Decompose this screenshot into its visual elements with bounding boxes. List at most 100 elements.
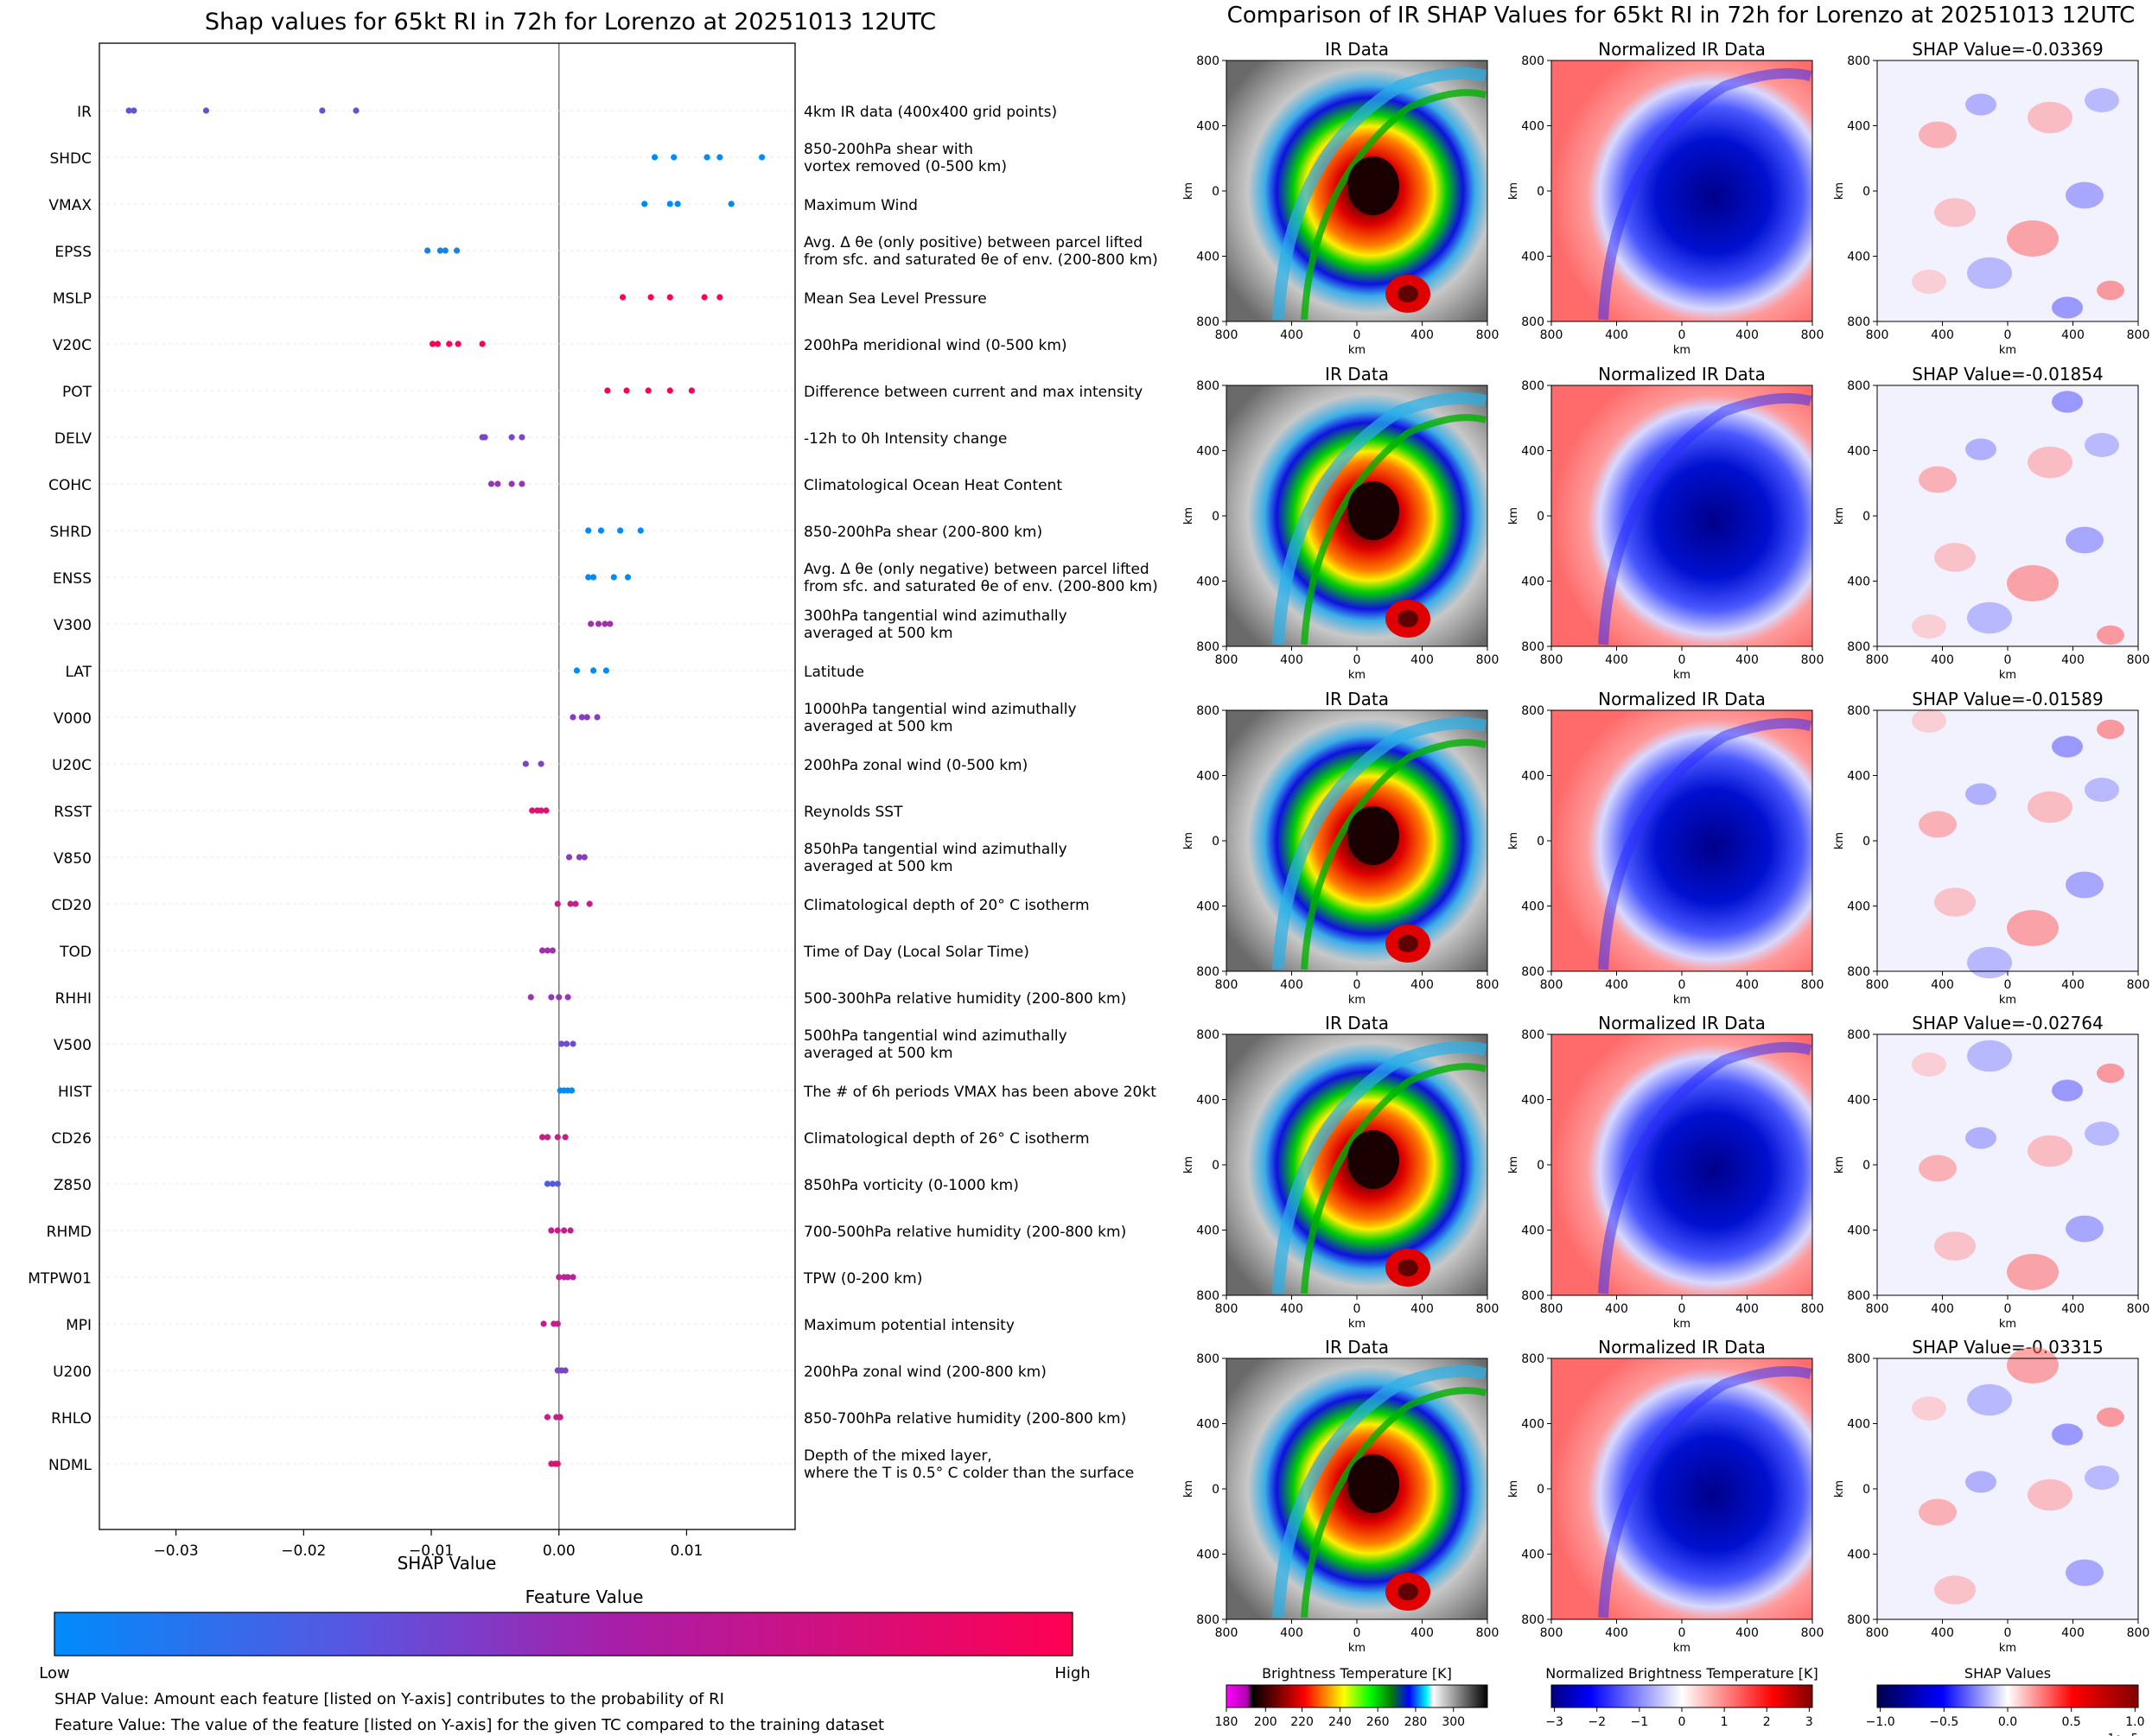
feature-label: RSST (54, 804, 92, 821)
feature-description: Avg. Δ θe (only positive) between parcel… (804, 234, 1143, 251)
shap-point (588, 620, 595, 627)
x-tick-label: 0 (1353, 1626, 1361, 1640)
shap-blob (2028, 446, 2072, 479)
feature-description: Climatological depth of 20° C isotherm (804, 897, 1090, 914)
shap-point (728, 200, 735, 207)
cloud-band (1272, 716, 1487, 970)
panel-title: SHAP Value=-0.03369 (1912, 39, 2103, 60)
feature-label: IR (77, 104, 92, 121)
shap-point (595, 620, 602, 627)
y-axis-unit: km (1833, 832, 1846, 849)
y-tick-label: 0 (1537, 835, 1544, 849)
colorbar-tick-label: −2 (1588, 1715, 1606, 1729)
y-tick-label: 800 (1521, 965, 1544, 979)
shap-blob (1919, 466, 1957, 493)
y-tick-label: 800 (1847, 315, 1870, 329)
cloud-band (1598, 717, 1812, 970)
shap-point (564, 1274, 571, 1281)
x-tick-label: 0 (1678, 653, 1686, 667)
x-tick-label: 400 (1410, 328, 1434, 342)
feature-description: 200hPa zonal wind (0-500 km) (804, 757, 1028, 774)
panel-title: SHAP Value=-0.01854 (1912, 364, 2103, 385)
x-axis-unit: km (1999, 344, 2016, 357)
x-tick-label: 800 (1215, 328, 1238, 342)
y-tick-label: 800 (1196, 1028, 1219, 1042)
feature-label: U20C (52, 757, 92, 774)
feature-description: Depth of the mixed layer, (804, 1447, 992, 1465)
feature-description: Maximum potential intensity (804, 1317, 1015, 1334)
feature-label: V000 (54, 710, 92, 728)
x-tick-label: 800 (1866, 328, 1889, 342)
shap-blob (1967, 257, 2012, 289)
y-tick-label: 800 (1521, 1352, 1544, 1366)
y-tick-label: 800 (1196, 704, 1219, 718)
feature-description: where the T is 0.5° C colder than the su… (804, 1465, 1134, 1482)
x-axis-unit: km (1673, 1642, 1690, 1655)
y-tick-label: 800 (1847, 965, 1870, 979)
y-tick-label: 0 (1862, 1159, 1870, 1173)
feature-description: 1000hPa tangential wind azimuthally (804, 701, 1077, 718)
shap-point (666, 387, 673, 394)
image-panel: SHAP Value=-0.03369800800400400004004008… (1833, 39, 2149, 357)
shap-point (645, 387, 652, 394)
x-tick-label: −0.01 (409, 1542, 454, 1560)
shap-point (570, 714, 576, 721)
shap-point (538, 947, 546, 954)
feature-label: NDML (48, 1457, 92, 1474)
y-tick-label: 400 (1521, 900, 1544, 914)
x-tick-label: 400 (1410, 978, 1434, 992)
x-axis-unit: km (1348, 1318, 1366, 1331)
shap-point (125, 107, 132, 114)
y-tick-label: 800 (1847, 1289, 1870, 1303)
x-tick-label: 0 (1353, 1302, 1361, 1316)
shap-blob (1965, 438, 1996, 461)
shap-point (564, 994, 571, 1001)
shap-blob (2097, 280, 2124, 301)
shap-point (544, 1134, 551, 1141)
x-tick-label: 800 (1866, 978, 1889, 992)
x-axis-unit: km (1348, 669, 1366, 682)
feature-label: POT (62, 384, 92, 401)
shap-point (594, 714, 601, 721)
x-tick-label: 400 (2061, 1302, 2085, 1316)
shap-blob (2097, 625, 2124, 645)
shap-blob (2028, 101, 2072, 134)
y-tick-label: 0 (1862, 185, 1870, 199)
colorbar-strip (1226, 1684, 1488, 1708)
x-tick-label: 800 (1540, 978, 1563, 992)
shap-point (455, 340, 462, 347)
feature-label: V850 (54, 850, 92, 868)
y-axis-unit: km (1507, 1480, 1520, 1498)
y-axis-unit: km (1833, 1156, 1846, 1173)
feature-description: averaged at 500 km (804, 1045, 953, 1062)
y-tick-label: 400 (1847, 575, 1870, 589)
shap-blob (2085, 433, 2119, 457)
shap-point (556, 994, 563, 1001)
storm-core (1347, 806, 1399, 865)
x-tick-label: 0 (1353, 328, 1361, 342)
x-tick-label: 800 (1866, 653, 1889, 667)
shap-blob (2028, 1135, 2072, 1167)
shap-point (562, 1367, 569, 1374)
y-tick-label: 400 (1521, 1418, 1544, 1432)
shap-point (716, 294, 723, 301)
y-axis-unit: km (1182, 507, 1195, 525)
y-tick-label: 400 (1196, 120, 1219, 134)
y-tick-label: 400 (1521, 120, 1544, 134)
cloud-band (1598, 392, 1812, 645)
shap-point (647, 294, 654, 301)
feature-label: MTPW01 (28, 1270, 92, 1288)
shap-blob (1967, 1040, 2012, 1072)
y-tick-label: 400 (1521, 770, 1544, 784)
shap-blob (1912, 709, 1946, 733)
shap-point (572, 900, 579, 907)
shap-point (578, 714, 585, 721)
colorbar-tick-label: 240 (1328, 1715, 1352, 1729)
y-tick-label: 400 (1847, 445, 1870, 459)
feature-descriptions: 4km IR data (400x400 grid points) 850-200… (803, 104, 1158, 1482)
y-tick-label: 800 (1847, 1352, 1870, 1366)
shap-point (610, 574, 617, 581)
y-axis-unit: km (1182, 182, 1195, 200)
colorbar-tick-label: −1 (1631, 1715, 1649, 1729)
